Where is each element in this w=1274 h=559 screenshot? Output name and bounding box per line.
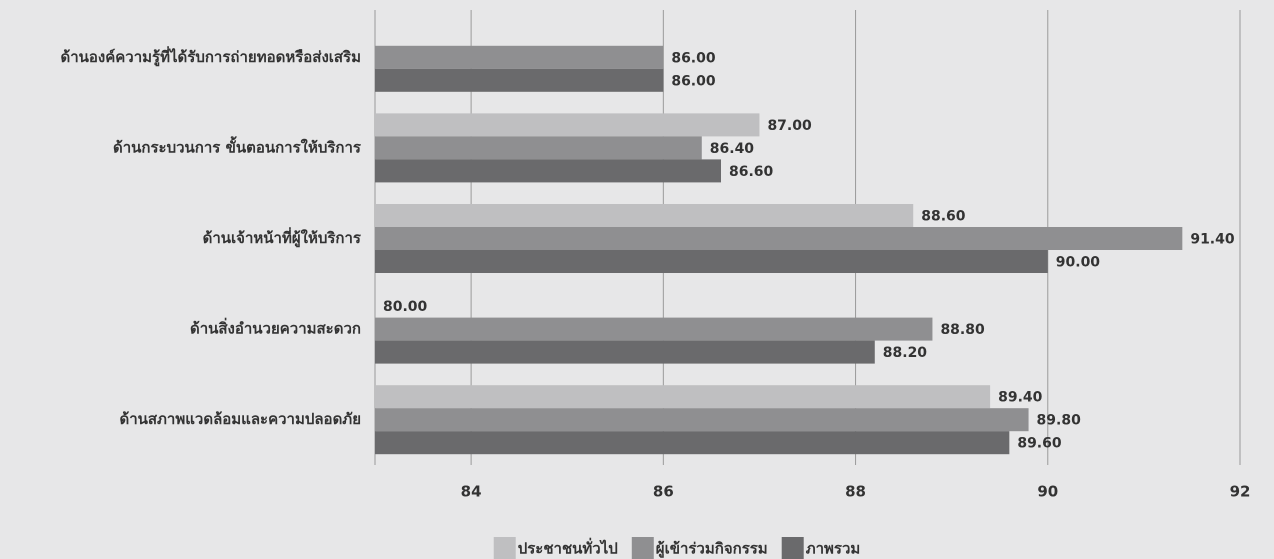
x-tick-label: 84 <box>461 483 482 501</box>
bar <box>375 408 1029 432</box>
x-tick-label: 92 <box>1230 483 1251 501</box>
data-label: 89.80 <box>1037 413 1082 429</box>
bar <box>375 385 991 409</box>
bar <box>375 136 702 160</box>
data-label: 80.00 <box>383 299 428 315</box>
legend-label: ภาพรวม <box>806 540 861 558</box>
y-tick-label: ด้านเจ้าหน้าที่ผู้ให้บริการ <box>203 227 362 248</box>
bar <box>375 68 664 92</box>
data-label: 88.60 <box>921 209 966 225</box>
data-label: 89.40 <box>998 390 1043 406</box>
legend-swatch <box>781 537 804 559</box>
data-label: 86.00 <box>671 50 716 66</box>
bar <box>375 45 664 69</box>
data-label: 88.20 <box>883 345 928 361</box>
legend-swatch <box>493 537 516 559</box>
bar <box>375 159 721 183</box>
data-label: 88.80 <box>940 322 985 338</box>
y-tick-label: ด้านสภาพแวดล้อมและความปลอดภัย <box>119 410 361 428</box>
y-tick-label: ด้านองค์ความรู้ที่ได้รับการถ่ายทอดหรือส่… <box>60 46 361 67</box>
bar <box>375 317 933 341</box>
x-tick-label: 86 <box>653 483 674 501</box>
data-label: 89.60 <box>1017 436 1062 452</box>
bar <box>375 113 760 137</box>
bar <box>375 227 1183 250</box>
data-label: 86.60 <box>729 164 774 180</box>
data-label: 86.40 <box>710 141 755 157</box>
x-tick-label: 88 <box>845 483 866 501</box>
data-label: 87.00 <box>767 118 812 134</box>
y-tick-label: ด้านกระบวนการ ขั้นตอนการให้บริการ <box>113 135 362 156</box>
legend-label: ประชาชนทั่วไป <box>518 538 618 558</box>
y-tick-label: ด้านสิ่งอำนวยความสะดวก <box>190 318 361 338</box>
legend-swatch <box>631 537 654 559</box>
bar <box>375 250 1048 273</box>
data-label: 86.00 <box>671 73 716 89</box>
bar <box>375 340 875 364</box>
legend-label: ผู้เข้าร่วมกิจกรรม <box>656 540 768 559</box>
data-label: 90.00 <box>1056 255 1101 271</box>
data-label: 91.40 <box>1190 232 1235 248</box>
bar <box>375 204 914 227</box>
x-tick-label: 90 <box>1037 483 1058 501</box>
bar <box>375 431 1010 455</box>
